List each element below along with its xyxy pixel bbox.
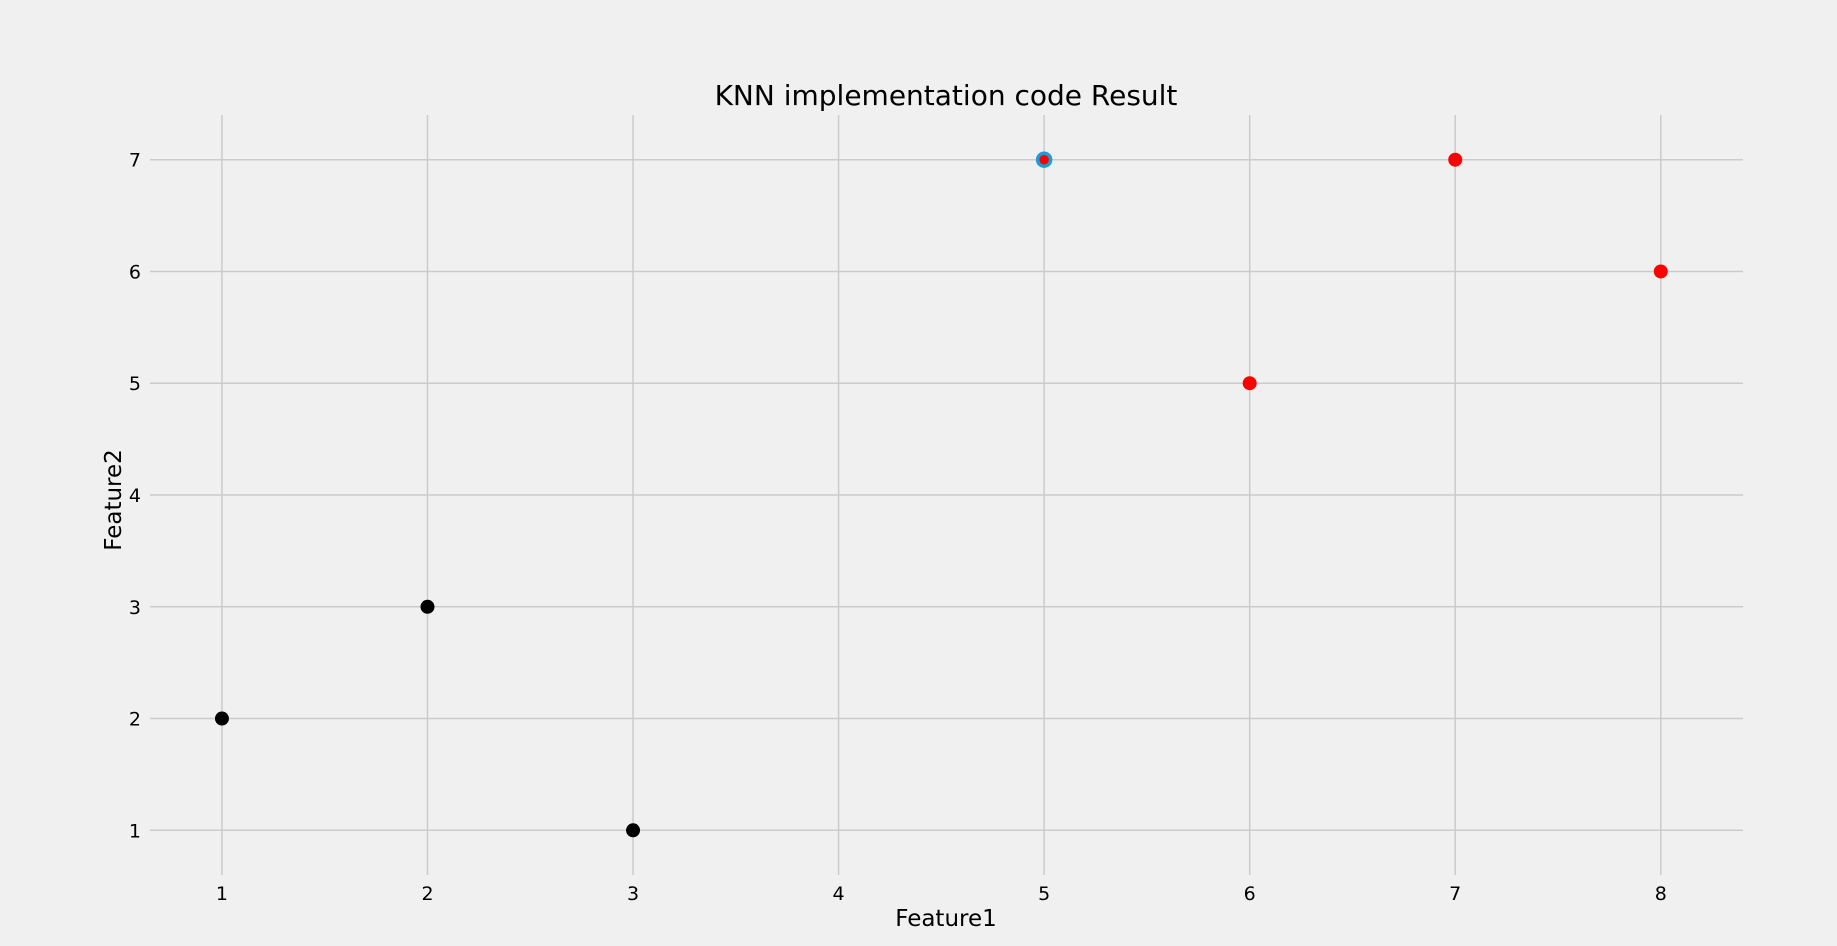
y-tick-label: 3: [129, 597, 141, 619]
data-point: [420, 599, 435, 614]
data-point: [1653, 264, 1668, 279]
x-tick-label: 6: [1244, 883, 1256, 905]
x-tick-label: 1: [216, 883, 228, 905]
y-tick-label: 4: [129, 485, 141, 507]
y-tick-label: 7: [129, 150, 141, 172]
y-tick-label: 5: [129, 373, 141, 395]
y-tick-label: 2: [129, 709, 141, 731]
x-tick-label: 4: [833, 883, 845, 905]
x-tick-label: 3: [627, 883, 639, 905]
data-point: [214, 711, 229, 726]
x-tick-labels: 1 2 3 4 5 6 7 8: [216, 883, 1667, 905]
data-point: [1035, 151, 1053, 168]
x-axis-label: Feature1: [895, 906, 997, 932]
data-point: [1448, 152, 1463, 167]
y-axis-label: Feature2: [101, 449, 127, 551]
chart-title: KNN implementation code Result: [715, 79, 1178, 112]
data-points: [214, 151, 1668, 838]
y-tick-label: 6: [129, 261, 141, 283]
y-tick-label: 1: [129, 820, 141, 842]
x-tick-label: 5: [1038, 883, 1050, 905]
grid-lines: [150, 115, 1743, 875]
data-point: [1242, 376, 1257, 391]
x-tick-label: 7: [1449, 883, 1461, 905]
y-tick-labels: 1 2 3 4 5 6 7: [129, 150, 141, 843]
x-tick-label: 2: [421, 883, 433, 905]
x-tick-label: 8: [1655, 883, 1667, 905]
data-point: [626, 823, 641, 838]
